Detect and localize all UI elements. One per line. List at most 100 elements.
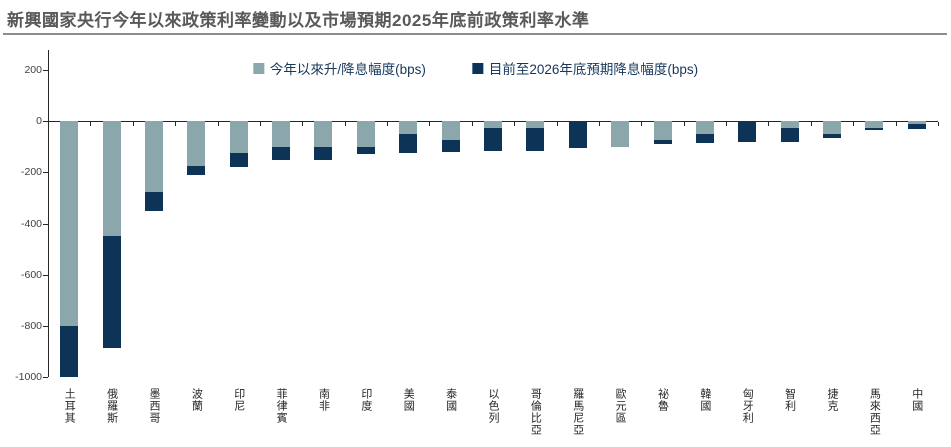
- y-axis-tick: [43, 325, 48, 327]
- bar-segment-expected: [60, 325, 79, 378]
- x-category-label: 泰國: [444, 388, 457, 412]
- y-tick-label: -400: [20, 217, 42, 230]
- legend-label-ytd: 今年以來升/降息幅度(bps): [269, 62, 426, 77]
- x-axis-tick: [217, 122, 219, 127]
- bar-segment-expected: [229, 153, 248, 168]
- chart-legend: 今年以來升/降息幅度(bps) 目前至2026年底預期降息幅度(bps): [252, 58, 699, 78]
- y-axis-line: [48, 50, 49, 378]
- bar-segment-expected: [738, 121, 757, 142]
- bar-segment-ytd: [187, 121, 206, 166]
- x-axis-tick: [259, 122, 261, 127]
- y-axis-tick: [43, 70, 48, 72]
- x-category-label: 馬來西亞: [868, 388, 881, 436]
- y-axis-tick: [43, 377, 48, 379]
- x-category-label: 美國: [402, 388, 415, 412]
- bar-segment-ytd: [441, 121, 460, 141]
- y-axis-tick: [43, 223, 48, 225]
- x-category-label: 波蘭: [190, 388, 203, 412]
- x-axis-tick: [726, 122, 728, 127]
- bar-segment-ytd: [484, 121, 502, 128]
- y-tick-label: -1000: [15, 371, 42, 384]
- bar-segment-expected: [823, 133, 842, 138]
- chart-title: 新興國家央行今年以來政策利率變動以及市場預期2025年底前政策利率水準: [7, 11, 590, 30]
- x-axis-tick: [853, 122, 855, 127]
- y-axis-tick: [43, 121, 48, 123]
- bar-segment-ytd: [526, 121, 545, 128]
- bar-segment-ytd: [314, 121, 333, 147]
- y-axis-tick: [43, 274, 48, 276]
- bar-segment-ytd: [780, 121, 799, 128]
- y-tick-label: 200: [24, 64, 42, 77]
- x-category-label: 土耳其: [63, 388, 76, 424]
- bar-segment-expected: [102, 236, 121, 348]
- x-category-label: 智利: [783, 388, 796, 412]
- bar-segment-ytd: [653, 121, 672, 141]
- bar-segment-ytd: [907, 121, 926, 124]
- legend-item-expected: 目前至2026年底預期降息幅度(bps): [471, 58, 699, 78]
- legend-label-expected: 目前至2026年底預期降息幅度(bps): [488, 62, 699, 77]
- bar-segment-ytd: [102, 121, 121, 237]
- x-category-label: 羅馬尼亞: [571, 388, 584, 436]
- bar-segment-ytd: [144, 121, 163, 192]
- x-axis-tick: [429, 122, 431, 127]
- bar-segment-expected: [484, 127, 502, 151]
- x-axis-tick: [132, 122, 134, 127]
- x-axis-tick: [175, 122, 177, 127]
- x-category-label: 俄羅斯: [105, 388, 118, 424]
- x-category-label: 捷克: [826, 388, 839, 412]
- x-category-label: 印度: [359, 388, 372, 412]
- bar-segment-expected: [399, 133, 418, 154]
- bar-segment-expected: [356, 146, 375, 155]
- bar-segment-expected: [568, 121, 587, 149]
- x-category-label: 中國: [910, 388, 923, 412]
- x-axis-tick: [938, 122, 939, 127]
- x-axis-tick: [471, 122, 473, 127]
- legend-swatch-ytd-icon: [252, 62, 264, 74]
- x-category-label: 菲律賓: [275, 388, 288, 424]
- x-axis-tick: [683, 122, 685, 127]
- bar-segment-expected: [526, 127, 545, 151]
- x-axis-tick: [598, 122, 600, 127]
- bar-segment-ytd: [356, 121, 375, 147]
- bar-segment-ytd: [399, 121, 418, 134]
- x-axis-tick: [302, 122, 304, 127]
- y-tick-label: -600: [20, 268, 42, 281]
- x-axis-tick: [810, 122, 812, 127]
- x-category-label: 印尼: [232, 388, 245, 412]
- x-category-label: 匈牙利: [741, 388, 754, 424]
- x-category-label: 祕魯: [656, 388, 669, 412]
- x-category-label: 歐元區: [614, 388, 627, 424]
- y-tick-label: -800: [20, 319, 42, 332]
- bar-segment-expected: [314, 146, 333, 160]
- x-category-label: 墨西哥: [147, 388, 160, 424]
- x-axis-tick: [387, 122, 389, 127]
- bar-segment-expected: [653, 140, 672, 145]
- x-axis-tick: [768, 122, 770, 127]
- bar-segment-expected: [144, 191, 163, 211]
- y-tick-label: -200: [20, 166, 42, 179]
- bar-segment-ytd: [865, 121, 884, 128]
- bar-segment-expected: [907, 123, 926, 129]
- legend-swatch-expected-icon: [471, 62, 483, 74]
- x-category-label: 韓國: [698, 388, 711, 412]
- x-axis-tick: [556, 122, 558, 127]
- bar-segment-ytd: [611, 121, 630, 147]
- bar-segment-ytd: [272, 121, 291, 147]
- bar-segment-ytd: [695, 121, 714, 134]
- bar-segment-expected: [441, 140, 460, 152]
- y-axis-tick: [43, 172, 48, 174]
- x-axis-tick: [895, 122, 897, 127]
- x-axis-tick: [641, 122, 643, 127]
- legend-item-ytd: 今年以來升/降息幅度(bps): [252, 58, 426, 78]
- x-axis-tick: [48, 122, 49, 127]
- bar-segment-expected: [272, 146, 291, 160]
- x-category-label: 哥倫比亞: [529, 388, 542, 436]
- bar-segment-ytd: [229, 121, 248, 154]
- title-divider: [3, 33, 947, 35]
- x-axis-tick: [514, 122, 516, 127]
- x-category-label: 南非: [317, 388, 330, 412]
- x-axis-tick: [344, 122, 346, 127]
- x-category-label: 以色列: [487, 388, 499, 424]
- bar-segment-expected: [865, 127, 884, 131]
